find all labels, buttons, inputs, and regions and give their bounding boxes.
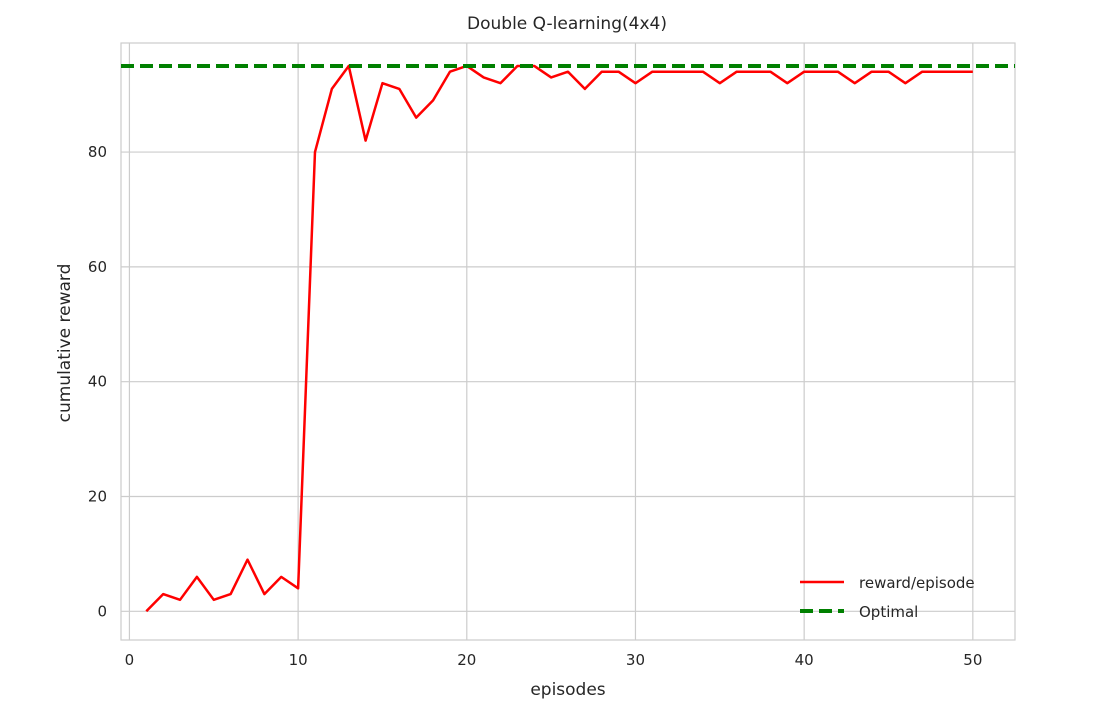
- x-tick-label: 0: [125, 651, 135, 669]
- y-tick-label: 80: [88, 143, 107, 161]
- y-tick-label: 40: [88, 373, 107, 391]
- y-tick-label: 20: [88, 487, 107, 505]
- legend: reward/episode Optimal: [800, 574, 975, 621]
- chart-title: Double Q-learning(4x4): [467, 14, 667, 34]
- x-tick-label: 50: [963, 651, 982, 669]
- tick-labels: 0 10 20 30 40 50 0 20 40 60 80: [88, 143, 982, 669]
- x-axis-label: episodes: [530, 680, 605, 700]
- series-line-reward-episode: [145, 64, 973, 613]
- x-tick-label: 20: [457, 651, 476, 669]
- y-tick-label: 60: [88, 258, 107, 276]
- x-tick-label: 30: [626, 651, 645, 669]
- y-tick-label: 0: [97, 602, 107, 620]
- x-tick-label: 10: [289, 651, 308, 669]
- legend-label-reward-episode: reward/episode: [859, 574, 975, 592]
- y-axis-label: cumulative reward: [55, 264, 75, 423]
- legend-label-optimal: Optimal: [859, 603, 918, 621]
- x-tick-label: 40: [795, 651, 814, 669]
- grid: [121, 43, 1015, 640]
- series: [121, 63, 1015, 613]
- plot-area: [120, 42, 1016, 641]
